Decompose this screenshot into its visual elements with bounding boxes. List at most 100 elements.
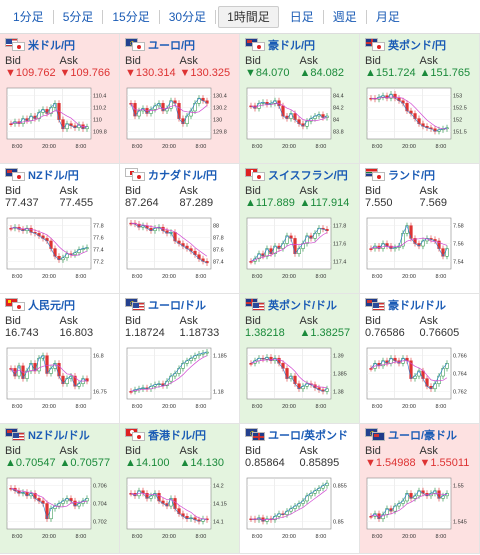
ask-value: ▼1.55011 <box>419 457 470 469</box>
mini-chart[interactable]: 1.185 1.18 8:00 20:00 8:00 <box>125 345 233 411</box>
pair-name[interactable]: ユーロ/ドル <box>148 299 207 312</box>
bid-value: ▲14.100 <box>125 457 170 469</box>
currency-card[interactable]: ユーロ/豪ドル Bid Ask ▼1.54988 ▼1.55011 1.55 1.… <box>360 424 480 554</box>
currency-card[interactable]: NZドル/ドル Bid Ask ▲0.70547 ▲0.70577 0.706 0… <box>0 424 120 554</box>
currency-card[interactable]: NZドル/円 Bid Ask 77.437 77.455 77.8 77.6 77.… <box>0 164 120 294</box>
pair-name[interactable]: 豪ドル/ドル <box>388 299 447 312</box>
currency-card[interactable]: 英ポンド/ドル Bid Ask 1.38218 ▲1.38257 1.39 1.3… <box>240 294 360 424</box>
y-tick-label: 84.4 <box>333 94 344 100</box>
currency-card[interactable]: 豪ドル/ドル Bid Ask 0.76586 0.76605 0.766 0.76… <box>360 294 480 424</box>
mini-chart[interactable]: 16.8 16.75 8:00 20:00 8:00 <box>5 345 113 411</box>
candle-body <box>205 100 209 104</box>
y-tick-label: 87.8 <box>213 236 224 242</box>
x-tick-label: 8:00 <box>316 534 327 540</box>
y-tick-label: 14.2 <box>213 484 224 490</box>
tab-timeframe-6[interactable]: 週足 <box>324 9 367 24</box>
pair-title-link[interactable]: 香港ドル/円 <box>125 427 234 442</box>
chart-plot-area <box>6 87 92 140</box>
currency-card[interactable]: ユーロ/英ポンド Bid Ask 0.85864 0.85895 0.855 0.… <box>240 424 360 554</box>
pair-name[interactable]: ユーロ/英ポンド <box>268 429 349 442</box>
chart-plot-area <box>6 347 92 400</box>
mini-chart[interactable]: 1.55 1.545 8:00 20:00 8:00 <box>365 475 473 541</box>
pair-name[interactable]: 人民元/円 <box>28 299 76 312</box>
mini-chart[interactable]: 117.8 117.6 117.4 8:00 20:00 8:00 <box>245 215 353 281</box>
pair-title-link[interactable]: ユーロ/ドル <box>125 297 234 312</box>
mini-chart[interactable]: 110.4 110.2 110 109.8 8:00 20:00 8:00 <box>5 85 113 151</box>
pair-name[interactable]: 英ポンド/円 <box>388 39 447 52</box>
pair-name[interactable]: NZドル/円 <box>28 169 79 182</box>
mini-chart[interactable]: 1.39 1.385 1.38 8:00 20:00 8:00 <box>245 345 353 411</box>
tab-timeframe-5[interactable]: 日足 <box>281 9 324 24</box>
pair-name[interactable]: ユーロ/豪ドル <box>388 429 458 442</box>
candle-body <box>285 368 289 379</box>
pair-title-link[interactable]: 豪ドル/ドル <box>365 297 474 312</box>
tab-timeframe-7[interactable]: 月足 <box>375 9 400 24</box>
pair-title-link[interactable]: 英ポンド/円 <box>365 37 474 52</box>
pair-name[interactable]: ユーロ/円 <box>148 39 196 52</box>
quote-values: 1.38218 ▲1.38257 <box>245 327 354 340</box>
currency-card[interactable]: 米ドル/円 Bid Ask ▼109.762 ▼109.766 110.4 110… <box>0 34 120 164</box>
candle-body <box>445 248 449 257</box>
pair-name[interactable]: 米ドル/円 <box>28 39 76 52</box>
currency-card[interactable]: 英ポンド/円 Bid Ask ▲151.724 ▲151.765 153 152.… <box>360 34 480 164</box>
candle-body <box>293 113 297 120</box>
mini-chart[interactable]: 0.855 0.85 8:00 20:00 8:00 <box>245 475 353 541</box>
pair-title-link[interactable]: ユーロ/英ポンド <box>245 427 354 442</box>
currency-card[interactable]: カナダドル/円 Bid Ask 87.264 87.289 88 87.8 87.6… <box>120 164 240 294</box>
pair-name[interactable]: 豪ドル/円 <box>268 39 316 52</box>
pair-name[interactable]: ランド/円 <box>388 169 436 182</box>
tab-timeframe-2[interactable]: 15分足 <box>103 9 160 24</box>
currency-card[interactable]: ユーロ/ドル Bid Ask 1.18724 1.18733 1.185 1.18… <box>120 294 240 424</box>
chart-plot-area <box>246 87 332 140</box>
moving-average-line <box>130 355 208 392</box>
currency-card[interactable]: 香港ドル/円 Bid Ask ▲14.100 ▲14.130 14.2 14.15… <box>120 424 240 554</box>
pair-title-link[interactable]: NZドル/円 <box>5 167 114 182</box>
x-tick-label: 8:00 <box>132 144 143 150</box>
quote-labels: Bid Ask <box>245 55 354 67</box>
mini-chart[interactable]: 0.706 0.704 0.702 8:00 20:00 8:00 <box>5 475 113 541</box>
us-flag-icon <box>372 302 385 311</box>
pair-name[interactable]: スイスフラン/円 <box>268 169 348 182</box>
tab-timeframe-1[interactable]: 5分足 <box>54 9 104 24</box>
jp-flag-icon <box>252 172 265 181</box>
pair-title-link[interactable]: ランド/円 <box>365 167 474 182</box>
pair-name[interactable]: 英ポンド/ドル <box>268 299 338 312</box>
currency-card[interactable]: ユーロ/円 Bid Ask ▼130.314 ▼130.325 130.4 130… <box>120 34 240 164</box>
mini-chart[interactable]: 84.4 84.2 84 83.8 8:00 20:00 8:00 <box>245 85 353 151</box>
pair-title-link[interactable]: NZドル/ドル <box>5 427 114 442</box>
mini-chart[interactable]: 153 152.5 152 151.5 8:00 20:00 8:00 <box>365 85 473 151</box>
price-line <box>370 224 448 257</box>
pair-title-link[interactable]: 米ドル/円 <box>5 37 114 52</box>
tab-timeframe-4[interactable]: 1時間足 <box>218 5 279 28</box>
moving-average-line <box>370 360 448 382</box>
mini-chart[interactable]: 0.766 0.764 0.762 8:00 20:00 8:00 <box>365 345 473 411</box>
quote-labels: Bid Ask <box>245 445 354 457</box>
pair-title-link[interactable]: カナダドル/円 <box>125 167 234 182</box>
mini-chart[interactable]: 130.4 130.2 130 129.8 8:00 20:00 8:00 <box>125 85 233 151</box>
pair-flags <box>365 428 388 441</box>
pair-title-link[interactable]: 人民元/円 <box>5 297 114 312</box>
y-tick-label: 1.385 <box>333 372 347 378</box>
pair-title-link[interactable]: 英ポンド/ドル <box>245 297 354 312</box>
pair-name[interactable]: カナダドル/円 <box>148 169 218 182</box>
tab-timeframe-0[interactable]: 1分足 <box>4 9 54 24</box>
x-tick-label: 8:00 <box>12 404 23 410</box>
currency-card[interactable]: 人民元/円 Bid Ask 16.743 16.803 16.8 16.75 8:0… <box>0 294 120 424</box>
bid-label: Bid <box>5 445 21 457</box>
currency-card[interactable]: ランド/円 Bid Ask 7.550 7.569 7.58 7.56 7.54 8:… <box>360 164 480 294</box>
pair-name[interactable]: 香港ドル/円 <box>148 429 207 442</box>
y-tick-label: 1.55 <box>453 484 464 490</box>
mini-chart[interactable]: 7.58 7.56 7.54 8:00 20:00 8:00 <box>365 215 473 281</box>
currency-card[interactable]: 豪ドル/円 Bid Ask ▼84.070 ▲84.082 84.4 84.2 84… <box>240 34 360 164</box>
pair-title-link[interactable]: ユーロ/円 <box>125 37 234 52</box>
currency-card[interactable]: スイスフラン/円 Bid Ask ▲117.889 ▲117.914 117.8… <box>240 164 360 294</box>
y-tick-label: 16.8 <box>93 354 104 360</box>
pair-title-link[interactable]: スイスフラン/円 <box>245 167 354 182</box>
mini-chart[interactable]: 77.8 77.6 77.4 77.2 8:00 20:00 8:00 <box>5 215 113 281</box>
tab-timeframe-3[interactable]: 30分足 <box>160 9 217 24</box>
pair-name[interactable]: NZドル/ドル <box>28 429 90 442</box>
pair-title-link[interactable]: ユーロ/豪ドル <box>365 427 474 442</box>
mini-chart[interactable]: 88 87.8 87.6 87.4 8:00 20:00 8:00 <box>125 215 233 281</box>
mini-chart[interactable]: 14.2 14.15 14.1 8:00 20:00 8:00 <box>125 475 233 541</box>
pair-title-link[interactable]: 豪ドル/円 <box>245 37 354 52</box>
